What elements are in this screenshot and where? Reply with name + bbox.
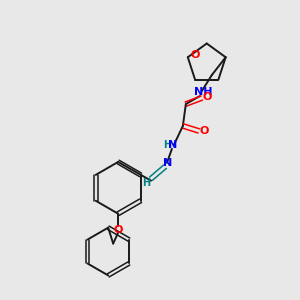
Text: O: O [202, 92, 212, 102]
Text: N: N [168, 140, 178, 150]
Text: O: O [190, 50, 200, 60]
Text: H: H [163, 140, 171, 150]
Text: O: O [199, 126, 208, 136]
Text: O: O [113, 225, 123, 235]
Text: H: H [142, 178, 150, 188]
Text: N: N [163, 158, 172, 168]
Text: NH: NH [194, 87, 212, 97]
